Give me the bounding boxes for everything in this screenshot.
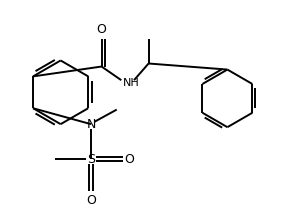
Text: O: O: [97, 23, 107, 36]
Text: NH: NH: [123, 78, 140, 88]
Text: O: O: [86, 194, 96, 207]
Text: N: N: [86, 118, 96, 131]
Text: S: S: [87, 152, 95, 166]
Text: O: O: [125, 152, 135, 166]
